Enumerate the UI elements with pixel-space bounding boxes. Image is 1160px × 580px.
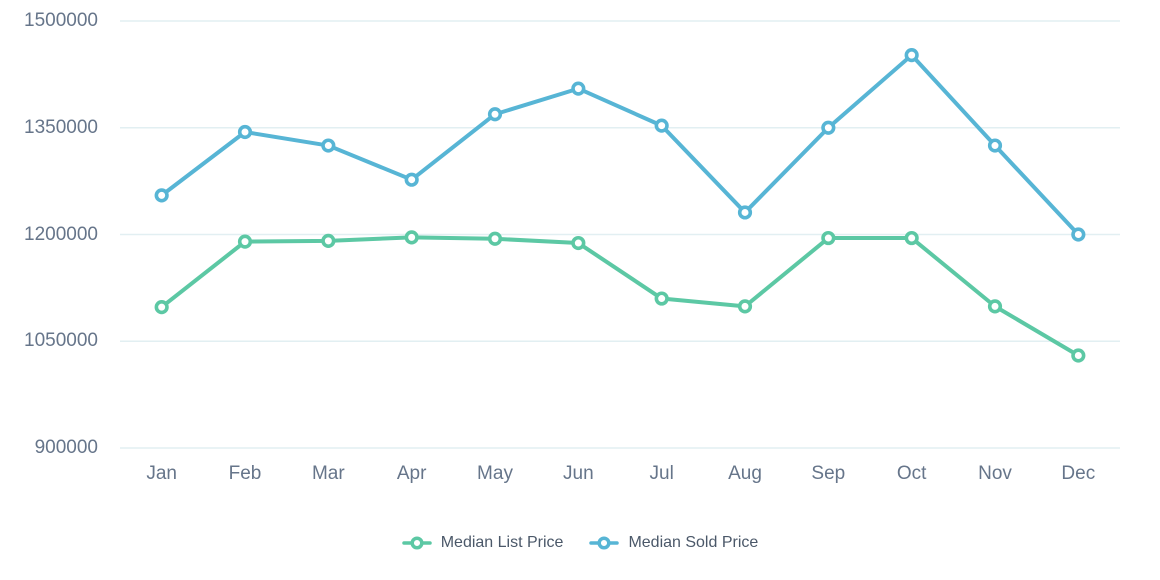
data-point-marker[interactable] bbox=[1071, 348, 1086, 363]
x-axis-label: Sep bbox=[811, 463, 846, 484]
data-point-marker[interactable] bbox=[487, 107, 503, 122]
data-point-marker[interactable] bbox=[404, 230, 419, 245]
legend-item-median-list-price[interactable]: Median List Price bbox=[401, 533, 564, 553]
data-point-marker[interactable] bbox=[154, 188, 169, 203]
data-point-marker[interactable] bbox=[737, 205, 753, 220]
data-point-marker[interactable] bbox=[571, 81, 586, 96]
x-axis-label: Feb bbox=[228, 463, 262, 484]
legend-label: Median Sold Price bbox=[628, 534, 759, 551]
data-point-marker[interactable] bbox=[987, 299, 1003, 314]
data-point-marker[interactable] bbox=[321, 233, 336, 249]
data-point-marker[interactable] bbox=[237, 124, 253, 140]
y-axis-tick-label: 1350000 bbox=[24, 116, 98, 138]
x-axis-label: Dec bbox=[1061, 463, 1096, 484]
legend-item-median-sold-price[interactable]: Median Sold Price bbox=[589, 533, 758, 553]
y-axis-tick-label: 1200000 bbox=[24, 223, 98, 245]
y-axis-tick-label: 1500000 bbox=[24, 10, 98, 31]
x-axis-label: Jul bbox=[649, 463, 674, 484]
data-point-marker[interactable] bbox=[737, 299, 753, 314]
x-axis-label: May bbox=[477, 463, 513, 484]
x-axis-label: Mar bbox=[311, 463, 345, 484]
data-point-marker[interactable] bbox=[987, 138, 1003, 153]
data-point-marker[interactable] bbox=[904, 230, 919, 246]
y-axis-tick-label: 1050000 bbox=[24, 330, 98, 352]
line-circle-marker-icon bbox=[589, 536, 620, 550]
series-line-median-sold-price bbox=[159, 53, 1081, 237]
x-axis-label: Jun bbox=[563, 463, 594, 484]
x-axis-label: Apr bbox=[396, 463, 427, 484]
line-circle-marker-icon bbox=[401, 536, 432, 550]
data-point-marker[interactable] bbox=[1071, 227, 1086, 242]
x-axis-label: Nov bbox=[978, 463, 1012, 484]
data-point-marker[interactable] bbox=[404, 172, 419, 187]
data-point-marker[interactable] bbox=[654, 118, 669, 133]
data-point-marker[interactable] bbox=[654, 291, 669, 306]
y-axis-tick-label: 900000 bbox=[34, 437, 98, 458]
x-axis-label: Oct bbox=[896, 463, 927, 484]
data-point-marker[interactable] bbox=[821, 230, 836, 246]
data-point-marker[interactable] bbox=[321, 138, 336, 153]
data-point-marker[interactable] bbox=[821, 120, 836, 135]
data-point-marker[interactable] bbox=[904, 48, 919, 63]
legend: Median List Price Median Sold Price bbox=[0, 533, 1160, 553]
data-point-marker[interactable] bbox=[487, 231, 503, 246]
data-point-marker[interactable] bbox=[237, 234, 253, 249]
series-line-median-list-price bbox=[159, 235, 1081, 358]
x-axis-label: Aug bbox=[728, 463, 762, 484]
data-point-marker[interactable] bbox=[571, 235, 586, 251]
data-point-marker[interactable] bbox=[154, 299, 169, 315]
legend-label: Median List Price bbox=[440, 534, 564, 551]
x-axis-label: Jan bbox=[146, 463, 177, 484]
